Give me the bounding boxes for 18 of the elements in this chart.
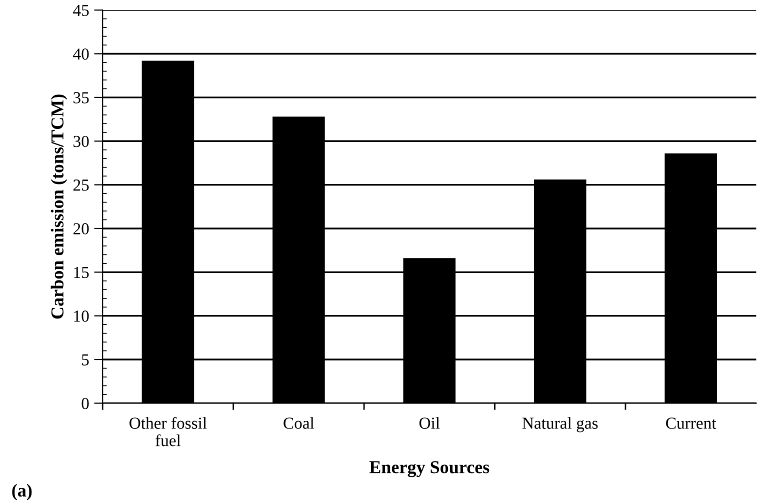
x-tick-label: Other fossil fuel — [130, 416, 207, 446]
y-tick-label: 35 — [74, 92, 89, 104]
x-tick-label: Oil — [419, 417, 440, 429]
y-tick-label: 25 — [73, 180, 89, 191]
text: (a) — [12, 484, 32, 500]
x-tick-label: Current — [666, 418, 716, 429]
x-tick-label: Coal — [284, 417, 314, 429]
x-axis-title: Energy Sources — [369, 461, 490, 478]
y-tick-label: 20 — [73, 223, 89, 234]
y-tick-label: 5 — [82, 354, 89, 366]
y-tick-label: 0 — [82, 398, 89, 410]
y-tick-label: 45 — [73, 4, 89, 16]
y-tick-label: 30 — [74, 136, 89, 148]
y-tick-label: 10 — [74, 310, 89, 322]
y-axis-title: Carbon emission (tons/TCM) — [50, 94, 68, 319]
y-tick-label: 15 — [74, 266, 89, 278]
x-tick-label: Natural gas — [522, 417, 598, 432]
y-tick-label: 40 — [73, 48, 89, 60]
